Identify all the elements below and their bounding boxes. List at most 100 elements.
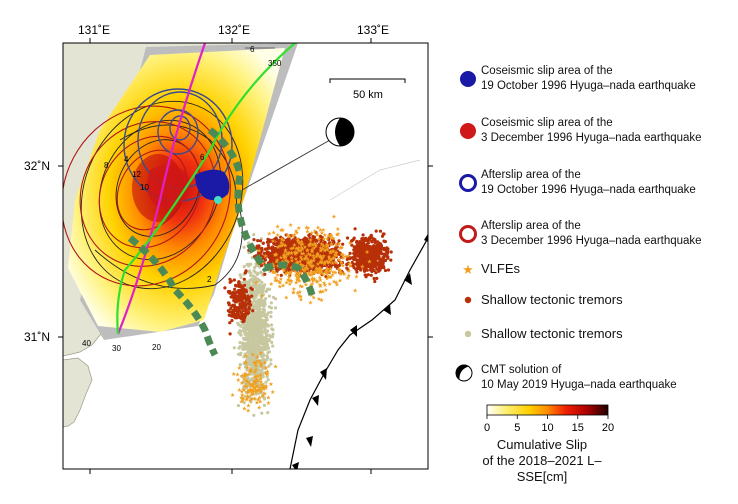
afterslip-1203-contours bbox=[63, 105, 231, 287]
slab-contour-green bbox=[116, 43, 296, 335]
svg-text:★: ★ bbox=[319, 297, 324, 304]
lat-label-31: 31˚N bbox=[24, 330, 50, 344]
svg-text:★: ★ bbox=[331, 214, 336, 221]
svg-text:★: ★ bbox=[284, 295, 289, 302]
svg-text:★: ★ bbox=[321, 227, 326, 234]
svg-text:★: ★ bbox=[338, 245, 343, 252]
svg-text:★: ★ bbox=[299, 244, 304, 251]
svg-text:★: ★ bbox=[257, 405, 262, 412]
colorbar-tick-label: 20 bbox=[602, 422, 614, 434]
svg-text:12: 12 bbox=[132, 170, 141, 179]
svg-text:★: ★ bbox=[230, 392, 235, 399]
slip-contours bbox=[80, 100, 244, 290]
svg-text:★: ★ bbox=[307, 261, 312, 268]
legend-vlfe: VLFEs bbox=[481, 261, 521, 276]
lon-label-131: 131˚E bbox=[78, 23, 110, 37]
scale-bar bbox=[329, 78, 406, 83]
svg-text:★: ★ bbox=[301, 251, 306, 258]
svg-text:★: ★ bbox=[309, 248, 314, 255]
colorbar-tick-label: 15 bbox=[572, 422, 584, 434]
svg-text:★: ★ bbox=[277, 279, 282, 286]
svg-text:★: ★ bbox=[254, 280, 259, 287]
svg-text:★: ★ bbox=[263, 253, 268, 260]
svg-text:★: ★ bbox=[289, 250, 294, 257]
svg-text:★: ★ bbox=[258, 350, 263, 357]
svg-text:★: ★ bbox=[287, 271, 292, 278]
svg-text:★: ★ bbox=[334, 232, 339, 239]
legend-coseismic-1019: Coseismic slip area of the 19 October 199… bbox=[481, 65, 696, 92]
legend-cmt-symbol bbox=[455, 364, 473, 382]
svg-text:★: ★ bbox=[308, 300, 313, 307]
axis-ticks bbox=[58, 38, 433, 474]
svg-text:★: ★ bbox=[334, 279, 339, 286]
legend-coseismic-1019-symbol bbox=[460, 71, 476, 87]
svg-text:★: ★ bbox=[336, 256, 341, 263]
svg-text:★: ★ bbox=[265, 369, 270, 376]
legend-tremor-a-symbol bbox=[464, 296, 472, 304]
svg-text:★: ★ bbox=[293, 228, 298, 235]
svg-text:★: ★ bbox=[347, 240, 352, 247]
svg-text:★: ★ bbox=[297, 289, 302, 296]
svg-text:★: ★ bbox=[273, 251, 278, 258]
svg-text:★: ★ bbox=[250, 352, 255, 359]
coseismic-1019-area bbox=[195, 169, 230, 201]
legend-tremor-b: Shallow tectonic tremors bbox=[481, 326, 623, 341]
svg-text:★: ★ bbox=[280, 227, 285, 234]
scale-bar-label: 50 km bbox=[353, 89, 383, 101]
cmt-beachball bbox=[325, 117, 355, 147]
svg-text:★: ★ bbox=[241, 387, 246, 394]
svg-text:★: ★ bbox=[245, 365, 250, 372]
colorbar-ticks bbox=[486, 415, 609, 419]
legend-afterslip-1019: Afterslip area of the 19 October 1996 Hyu… bbox=[481, 169, 696, 196]
svg-text:★: ★ bbox=[275, 272, 280, 279]
map-frame bbox=[62, 42, 429, 470]
svg-text:★: ★ bbox=[268, 381, 273, 388]
svg-text:★: ★ bbox=[267, 231, 272, 238]
svg-text:★: ★ bbox=[317, 282, 322, 289]
svg-text:★: ★ bbox=[246, 408, 251, 415]
svg-text:★: ★ bbox=[253, 362, 258, 369]
svg-text:★: ★ bbox=[323, 287, 328, 294]
trench-teeth bbox=[292, 233, 428, 469]
svg-text:10: 10 bbox=[140, 183, 149, 192]
svg-text:★: ★ bbox=[242, 373, 247, 380]
svg-text:★: ★ bbox=[327, 281, 332, 288]
legend-tremor-b-symbol bbox=[464, 330, 472, 338]
svg-text:★: ★ bbox=[353, 287, 358, 294]
svg-text:★: ★ bbox=[260, 293, 265, 300]
slab-contour-magenta bbox=[116, 43, 207, 335]
legend-coseismic-1203: Coseismic slip area of the 3 December 199… bbox=[481, 117, 702, 144]
svg-text:★: ★ bbox=[330, 269, 335, 276]
svg-text:★: ★ bbox=[342, 271, 347, 278]
svg-text:★: ★ bbox=[318, 289, 323, 296]
svg-text:★: ★ bbox=[281, 268, 286, 275]
svg-text:350: 350 bbox=[268, 59, 282, 68]
svg-text:★: ★ bbox=[325, 236, 330, 243]
svg-text:★: ★ bbox=[286, 278, 291, 285]
legend-symbols: ★ bbox=[455, 71, 477, 382]
legend-vlfe-symbol: ★ bbox=[462, 262, 474, 277]
svg-text:★: ★ bbox=[295, 236, 300, 243]
svg-text:30: 30 bbox=[112, 344, 121, 353]
svg-text:★: ★ bbox=[346, 253, 351, 260]
svg-text:★: ★ bbox=[360, 263, 365, 270]
legend-afterslip-1203: Afterslip area of the 3 December 1996 Hyu… bbox=[481, 220, 702, 247]
colorbar-tick-label: 10 bbox=[541, 422, 553, 434]
cmt-leader-line bbox=[241, 139, 331, 191]
svg-text:★: ★ bbox=[302, 266, 307, 273]
svg-text:2: 2 bbox=[207, 275, 212, 284]
hypocenter-marker bbox=[214, 196, 222, 204]
land-osumi bbox=[63, 357, 93, 428]
svg-text:★: ★ bbox=[309, 230, 314, 237]
svg-text:★: ★ bbox=[250, 382, 255, 389]
contour-labels: 6 350 8 6 4 12 10 2 40 30 20 bbox=[82, 45, 282, 353]
svg-text:★: ★ bbox=[312, 270, 317, 277]
legend-cmt: CMT solution of 10 May 2019 Hyuga–nada ea… bbox=[481, 364, 677, 391]
svg-text:★: ★ bbox=[364, 249, 369, 256]
svg-text:★: ★ bbox=[288, 222, 293, 229]
svg-text:★: ★ bbox=[243, 353, 248, 360]
svg-text:★: ★ bbox=[354, 274, 359, 281]
legend-tremor-a: Shallow tectonic tremors bbox=[481, 292, 623, 307]
svg-text:★: ★ bbox=[279, 236, 284, 243]
legend-coseismic-1203-symbol bbox=[460, 123, 476, 139]
